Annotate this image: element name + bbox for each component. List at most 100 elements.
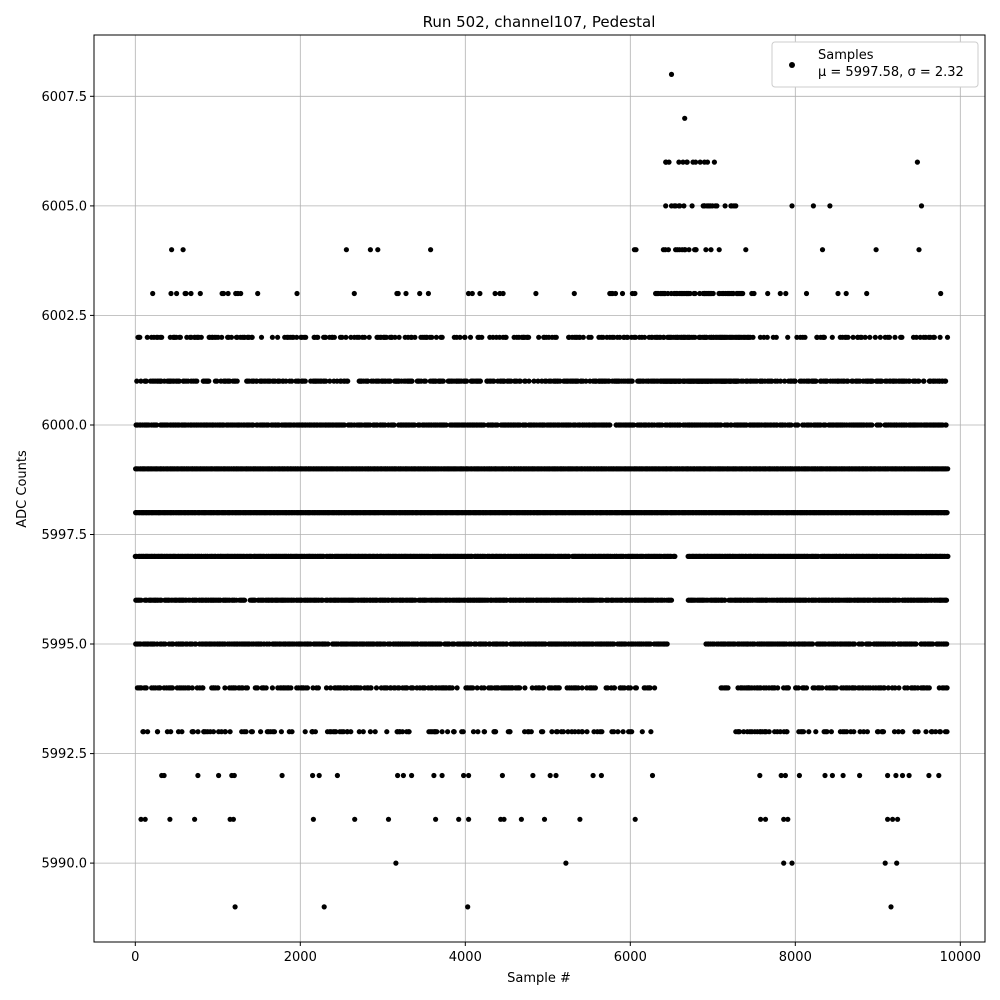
data-point (331, 334, 337, 340)
data-point (396, 334, 402, 340)
data-point (198, 334, 204, 340)
data-point (366, 334, 372, 340)
data-point (877, 422, 883, 428)
data-point (412, 334, 418, 340)
data-point (943, 422, 949, 428)
data-point (327, 378, 333, 384)
data-point (944, 641, 950, 647)
data-point (664, 641, 670, 647)
data-point (792, 378, 798, 384)
data-point (467, 334, 474, 340)
data-point (672, 553, 678, 560)
data-point (462, 334, 468, 340)
data-point (944, 509, 950, 516)
data-point (137, 334, 143, 340)
data-point (159, 334, 165, 340)
data-point (491, 378, 497, 384)
data-point (477, 378, 483, 384)
data-point (916, 378, 922, 384)
data-point (176, 378, 182, 384)
data-points (132, 71, 951, 910)
data-point (214, 378, 220, 384)
data-point (206, 378, 212, 384)
data-point (365, 378, 371, 384)
data-point (642, 334, 648, 340)
data-point (228, 334, 235, 340)
data-point (234, 378, 240, 384)
data-point (412, 422, 418, 428)
data-point (325, 641, 331, 647)
data-point (258, 334, 265, 340)
data-point (249, 334, 255, 340)
data-point (734, 378, 740, 384)
data-point (422, 378, 429, 384)
data-point (341, 422, 347, 428)
data-point (315, 334, 321, 340)
data-point (275, 334, 281, 340)
data-point (536, 334, 542, 340)
data-point (362, 334, 368, 340)
data-point (921, 378, 927, 384)
data-point (631, 422, 637, 428)
data-point (283, 378, 289, 384)
data-point (269, 334, 275, 340)
data-point (143, 378, 149, 384)
data-point (433, 334, 439, 340)
data-point (457, 334, 463, 340)
data-point (464, 378, 470, 384)
data-point (526, 378, 532, 384)
data-point (323, 378, 329, 384)
data-point (879, 378, 885, 384)
data-point (479, 334, 485, 340)
data-point (913, 641, 919, 647)
data-point (553, 334, 559, 340)
data-point (869, 422, 875, 428)
data-point (777, 378, 784, 384)
data-point (409, 378, 415, 384)
data-point (242, 597, 248, 603)
data-point (629, 378, 635, 384)
data-point (531, 378, 537, 384)
data-point (557, 378, 563, 384)
data-point (177, 334, 183, 340)
data-point (588, 334, 594, 340)
data-point (943, 597, 950, 603)
data-point (535, 378, 541, 384)
data-point (668, 597, 675, 603)
data-point (851, 641, 858, 647)
data-point (134, 378, 140, 384)
data-point (289, 378, 295, 384)
data-point (391, 422, 397, 428)
data-point (443, 422, 449, 428)
data-point (429, 334, 435, 340)
data-point (503, 334, 509, 340)
data-point (522, 378, 529, 384)
data-point (303, 334, 309, 340)
data-point (154, 422, 160, 428)
data-point (580, 334, 586, 340)
data-point (718, 422, 724, 428)
chart-title: Run 502, channel107, Pedestal (423, 13, 656, 31)
data-point (345, 378, 351, 384)
data-point (302, 378, 308, 384)
data-point (440, 378, 446, 384)
data-point (439, 334, 445, 340)
data-point (526, 334, 532, 340)
data-point (906, 378, 913, 384)
data-point (813, 378, 819, 384)
data-point (583, 378, 589, 384)
data-point (788, 422, 794, 428)
data-point (782, 378, 788, 384)
data-point (845, 378, 851, 384)
data-point (387, 378, 393, 384)
data-point (343, 334, 349, 340)
data-point (945, 553, 951, 560)
data-point (943, 378, 949, 384)
data-point (869, 378, 876, 384)
data-point (945, 466, 951, 472)
data-point (494, 422, 500, 428)
data-point (517, 378, 523, 384)
data-point (194, 378, 200, 384)
